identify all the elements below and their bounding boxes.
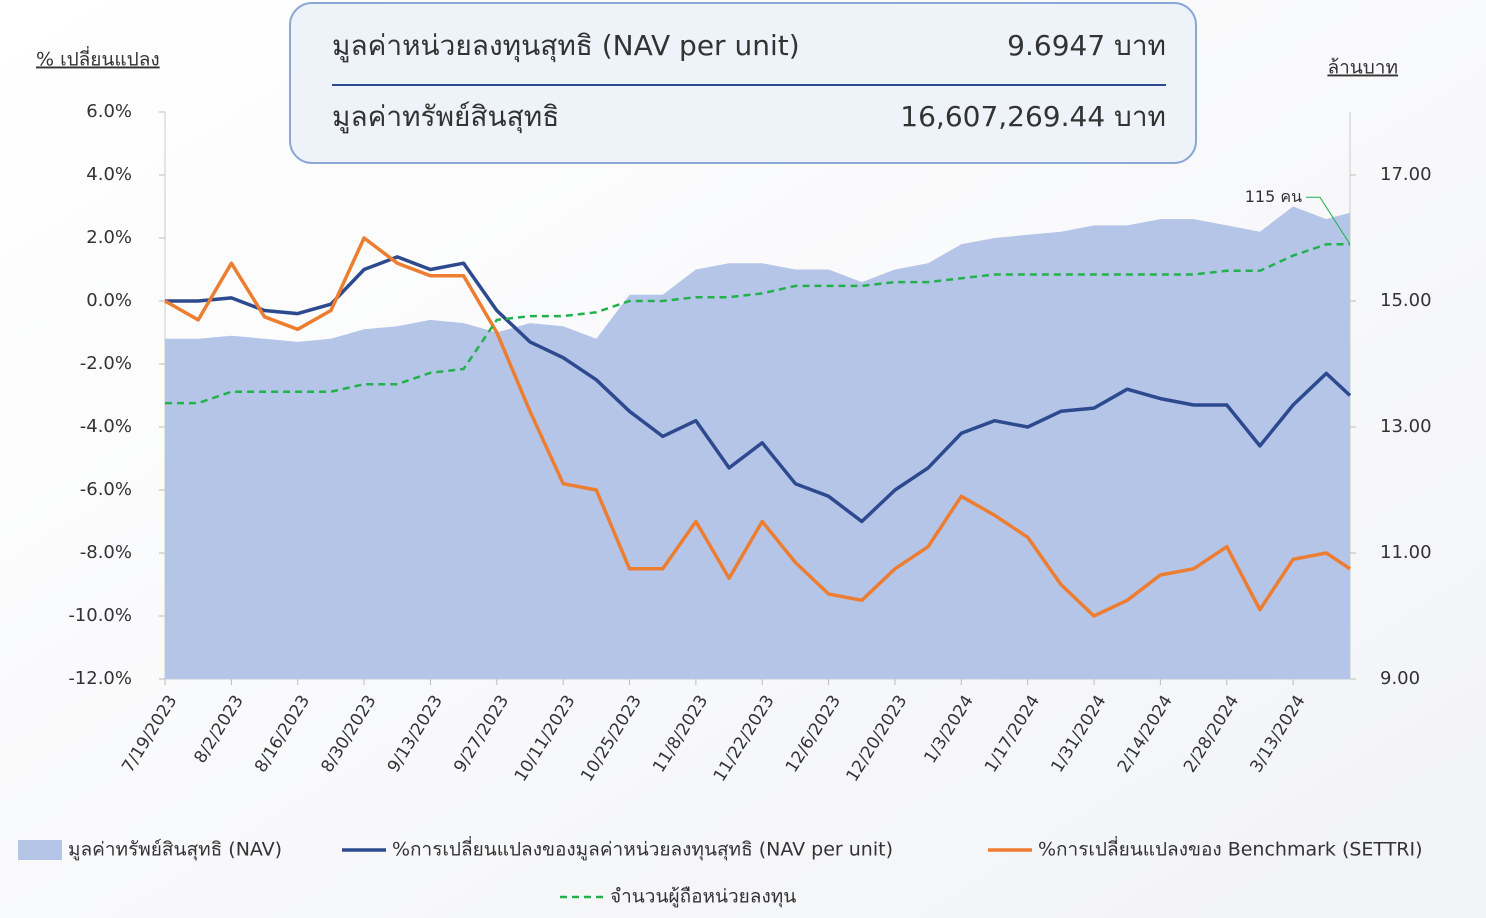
y-axis-label: % เปลี่ยนแปลง <box>36 46 160 71</box>
y2-tick-label: 13.00 <box>1380 416 1432 437</box>
series-line <box>164 236 1351 618</box>
y-tick-label: -4.0% <box>80 416 132 437</box>
y-tick-label: -6.0% <box>80 479 132 500</box>
legend-label: %การเปลี่ยนแปลงของ Benchmark (SETTRI) <box>1038 836 1423 861</box>
y-tick-label: 0.0% <box>86 290 132 311</box>
series-line <box>165 255 1352 524</box>
y2-tick-label: 11.00 <box>1380 542 1432 563</box>
annotation: 115 คน <box>1245 187 1302 206</box>
legend-label: จำนวนผู้ถือหน่วยลงทุน <box>610 886 796 909</box>
y2-axis-label: ล้านบาท <box>1327 57 1398 79</box>
y-tick-label: -8.0% <box>80 542 132 563</box>
y-tick-label: -10.0% <box>68 605 132 626</box>
y2-tick-label: 15.00 <box>1380 290 1432 311</box>
holders-line <box>165 243 1350 405</box>
header-box <box>289 2 1197 164</box>
y-tick-label: 2.0% <box>86 227 132 248</box>
header-value: 9.6947 บาท <box>1007 29 1166 62</box>
y-tick-label: -2.0% <box>80 353 132 374</box>
y-tick-label: -12.0% <box>68 668 132 689</box>
y-tick-label: 6.0% <box>86 101 132 122</box>
y-tick-label: 4.0% <box>86 164 132 185</box>
nav-area <box>165 206 1350 679</box>
annotation-leader <box>1306 196 1351 245</box>
header-label: มูลค่าทรัพย์สินสุทธิ <box>332 100 559 134</box>
header-value: 16,607,269.44 บาท <box>900 100 1166 133</box>
legend-label: มูลค่าทรัพย์สินสุทธิ (NAV) <box>68 839 282 862</box>
legend-label: %การเปลี่ยนแปลงของมูลค่าหน่วยลงทุนสุทธิ … <box>392 836 893 862</box>
legend-swatch <box>18 840 62 860</box>
header-label: มูลค่าหน่วยลงทุนสุทธิ (NAV per unit) <box>332 29 800 63</box>
y2-tick-label: 9.00 <box>1380 668 1420 689</box>
y2-tick-label: 17.00 <box>1380 164 1432 185</box>
